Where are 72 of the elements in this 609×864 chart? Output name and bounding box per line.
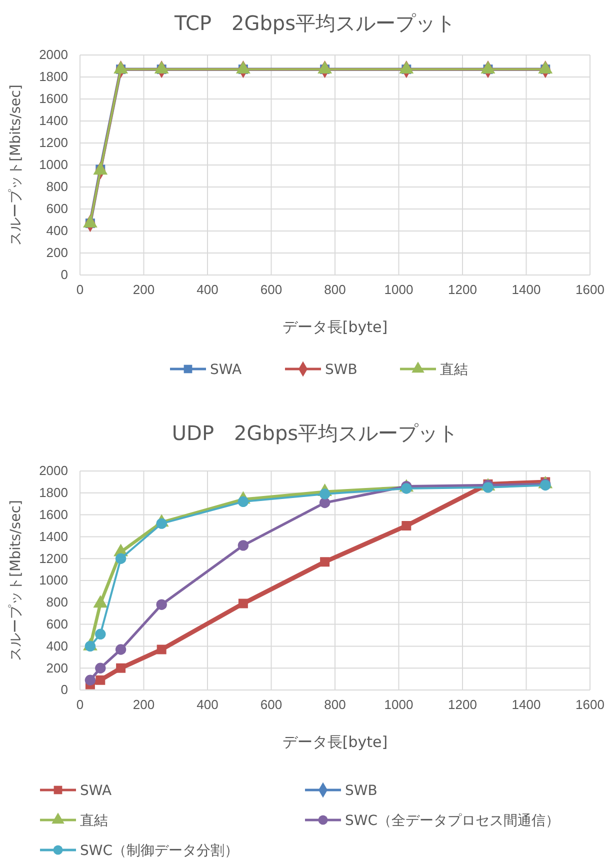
y-tick-label: 200 [46,660,68,676]
y-tick-label: 1600 [39,91,68,106]
y-tick-label: 400 [46,223,68,238]
legend-label: SWA [80,783,112,799]
y-tick-label: 1000 [39,157,68,172]
point [319,497,330,508]
x-tick-label: 0 [76,282,84,298]
point [115,553,126,564]
point [96,675,106,685]
y-tick-label: 1600 [39,506,68,522]
legend-label: 直結 [440,362,468,378]
point [156,644,166,654]
x-axis-title: データ長[byte] [282,318,388,336]
y-tick-label: 400 [46,638,68,654]
y-tick-label: 0 [60,267,68,282]
point [156,599,167,610]
x-tick-label: 600 [260,282,282,298]
x-tick-label: 1400 [512,697,541,712]
x-tick-label: 1000 [384,697,414,712]
point [156,518,167,529]
y-tick-label: 1200 [39,135,68,150]
x-tick-label: 800 [324,282,346,298]
point [116,663,126,673]
legend-label: SWB [345,783,378,799]
y-tick-label: 600 [46,616,68,632]
y-tick-label: 1800 [39,69,68,84]
y-axis-title: スループット[Mbits/sec] [8,500,24,661]
point [84,640,96,652]
point [95,628,106,640]
x-tick-label: 1600 [576,697,604,712]
y-axis-title: スループット[Mbits/sec] [8,84,24,246]
x-tick-label: 400 [196,282,218,298]
point [320,557,330,567]
y-tick-label: 1400 [39,528,68,544]
legend-label: SWA [210,362,242,378]
x-tick-label: 200 [132,282,155,298]
legend-label: SWB [325,362,358,378]
x-tick-label: 800 [324,697,346,712]
chart-title: TCP 2Gbps平均スループット [173,11,456,35]
chart-title: UDP 2Gbps平均スループット [172,421,458,445]
x-tick-label: 1200 [448,697,477,712]
y-tick-label: 1400 [39,113,68,128]
y-tick-label: 800 [46,594,68,610]
y-tick-label: 1200 [39,550,68,566]
legend-label: SWC（全データプロセス間通信） [345,813,560,829]
x-axis-title: データ長[byte] [282,733,388,751]
y-tick-label: 600 [46,201,68,216]
point [402,521,412,530]
point [84,674,96,686]
x-tick-label: 1200 [448,282,477,298]
point [238,540,249,551]
x-tick-label: 200 [132,697,155,712]
point [95,662,106,674]
point [238,496,249,507]
y-tick-label: 1800 [39,485,68,500]
y-tick-label: 800 [46,179,68,194]
x-tick-label: 1600 [576,282,604,298]
y-tick-label: 2000 [39,463,68,478]
x-tick-label: 1400 [512,282,541,298]
y-tick-label: 1000 [39,572,68,588]
x-tick-label: 0 [76,697,84,712]
x-tick-label: 600 [260,697,282,712]
point [115,644,126,655]
legend-label: 直結 [80,813,108,829]
point [319,488,330,500]
y-tick-label: 200 [46,245,68,260]
x-tick-label: 400 [196,697,218,712]
point [238,598,248,608]
y-tick-label: 2000 [39,47,68,62]
x-tick-label: 1000 [384,282,414,298]
y-tick-label: 0 [60,682,68,698]
legend-label: SWC（制御データ分割） [80,843,239,859]
